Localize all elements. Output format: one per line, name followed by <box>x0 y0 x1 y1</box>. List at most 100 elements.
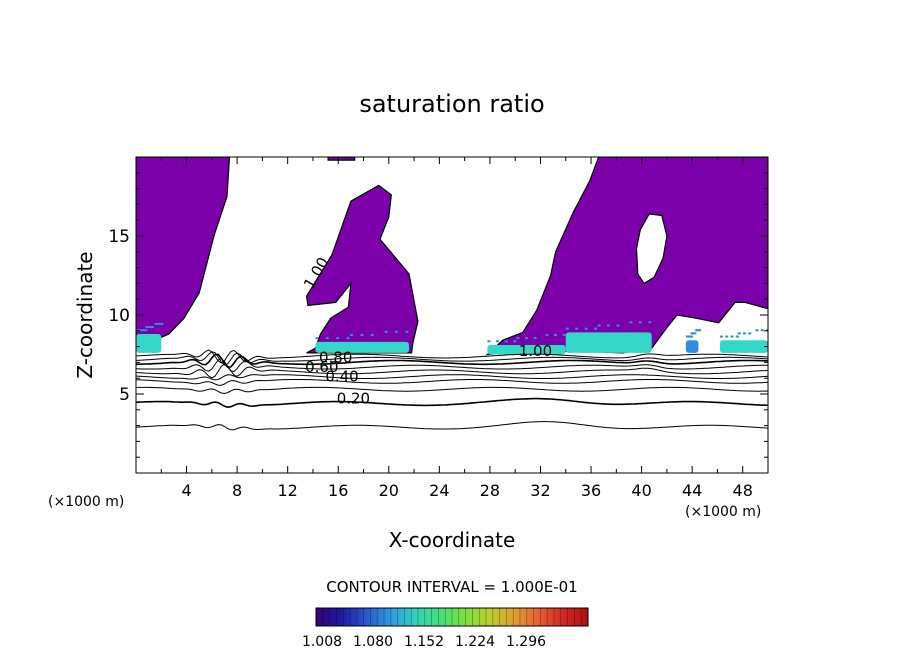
contour-interval-text: CONTOUR INTERVAL = 1.000E-01 <box>326 578 577 596</box>
colorbar-ticks: 1.008 1.080 1.152 1.224 1.296 <box>302 608 589 650</box>
speckle <box>144 329 148 332</box>
y-tick-label: 10 <box>108 306 130 326</box>
speckle <box>360 333 364 336</box>
high-saturation-band-6 <box>719 340 768 353</box>
supersaturated-region-4 <box>485 157 768 356</box>
x-axis-label: X-coordinate <box>389 528 516 552</box>
speckle <box>496 340 500 343</box>
speckle <box>748 332 752 335</box>
speckle <box>735 335 739 338</box>
colorbar-tick-label: 1.008 <box>302 634 342 650</box>
contour-line-0.4 <box>136 379 768 386</box>
y-axis-ticks: 5 10 15 <box>108 172 768 458</box>
speckle <box>148 326 152 329</box>
speckle <box>350 333 354 336</box>
contour-line-0.9 <box>136 351 768 366</box>
high-saturation-band-1 <box>136 333 162 353</box>
x-axis-ticks: 4 8 12 16 20 24 28 32 36 40 44 48 <box>160 157 753 500</box>
speckle <box>730 335 734 338</box>
filled-contours <box>136 157 768 356</box>
x-tick-label: 16 <box>328 481 348 500</box>
speckle <box>575 327 579 330</box>
contour-line-0.7 <box>136 358 768 373</box>
speckle <box>607 324 611 327</box>
speckle <box>533 337 537 340</box>
y-tick-label: 5 <box>119 385 130 405</box>
chart-title: saturation ratio <box>359 90 544 118</box>
speckle <box>597 324 601 327</box>
speckle <box>554 333 558 336</box>
speckle <box>325 337 329 340</box>
x-tick-label: 20 <box>379 481 399 500</box>
speckle <box>725 335 729 338</box>
y-axis-label: Z-coordinate <box>73 251 97 378</box>
x-unit-label-left: (×1000 m) <box>48 494 124 510</box>
high-saturation-band-2 <box>315 341 410 353</box>
contour-label: 0.20 <box>337 389 370 407</box>
speckle <box>760 329 764 332</box>
speckle <box>154 322 158 325</box>
high-saturation-band-3 <box>487 345 566 355</box>
colorbar <box>315 607 589 627</box>
supersaturated-region-2 <box>327 157 356 161</box>
speckle <box>616 324 620 327</box>
x-unit-label-right: (×1000 m) <box>685 504 761 520</box>
x-tick-label: 32 <box>530 481 550 500</box>
contour-line-0.3 <box>136 386 768 395</box>
x-tick-label: 8 <box>232 481 242 500</box>
speckle <box>584 327 588 330</box>
speckle <box>157 322 161 325</box>
x-tick-label: 44 <box>682 481 702 500</box>
x-tick-label: 24 <box>429 481 449 500</box>
speckle <box>513 340 517 343</box>
speckle <box>487 340 491 343</box>
x-tick-label: 36 <box>581 481 601 500</box>
x-tick-label: 48 <box>733 481 753 500</box>
contour-label: 0.80 <box>319 348 352 366</box>
colorbar-tick-label: 1.224 <box>455 634 495 650</box>
speckle <box>755 329 759 332</box>
speckle <box>516 337 520 340</box>
contour-label: 0.60 <box>305 358 338 376</box>
speckle <box>504 340 508 343</box>
contour-label: 1.00 <box>519 342 552 360</box>
colorbar-tick-label: 1.296 <box>506 634 546 650</box>
colorbar-tick-label: 1.080 <box>353 634 393 650</box>
speckle <box>336 337 340 340</box>
speckle <box>160 322 164 325</box>
speckle <box>697 329 701 332</box>
x-tick-label: 12 <box>278 481 298 500</box>
x-tick-label: 28 <box>480 481 500 500</box>
speckle <box>370 333 374 336</box>
x-tick-label: 4 <box>181 481 191 500</box>
speckle <box>145 326 149 329</box>
contour-line-0.1 <box>136 421 768 431</box>
high-saturation-band-5 <box>685 340 699 353</box>
contour-label: 0.40 <box>325 367 358 385</box>
speckle <box>138 329 142 332</box>
contour-line-0.2 <box>136 397 768 409</box>
speckle <box>315 337 319 340</box>
speckle <box>737 332 741 335</box>
speckle <box>594 327 598 330</box>
speckle <box>141 329 145 332</box>
speckle <box>394 330 398 333</box>
unsaturated-hole-1 <box>635 213 668 285</box>
speckle <box>743 332 747 335</box>
speckle <box>638 321 642 324</box>
colorbar-tick-label: 1.152 <box>404 634 444 650</box>
speckle <box>629 321 633 324</box>
speckle <box>384 330 388 333</box>
speckle <box>719 335 723 338</box>
supersaturated-region-3 <box>305 184 419 354</box>
speckle <box>648 321 652 324</box>
high-saturation-band-4 <box>565 332 652 353</box>
speckle <box>346 337 350 340</box>
speckle <box>525 337 529 340</box>
speckle <box>545 333 549 336</box>
contour-line-1.0 <box>136 349 768 364</box>
speckle <box>150 326 154 329</box>
y-tick-label: 15 <box>108 227 130 247</box>
contour-labels: 1.001.000.800.600.400.20 <box>300 254 552 407</box>
